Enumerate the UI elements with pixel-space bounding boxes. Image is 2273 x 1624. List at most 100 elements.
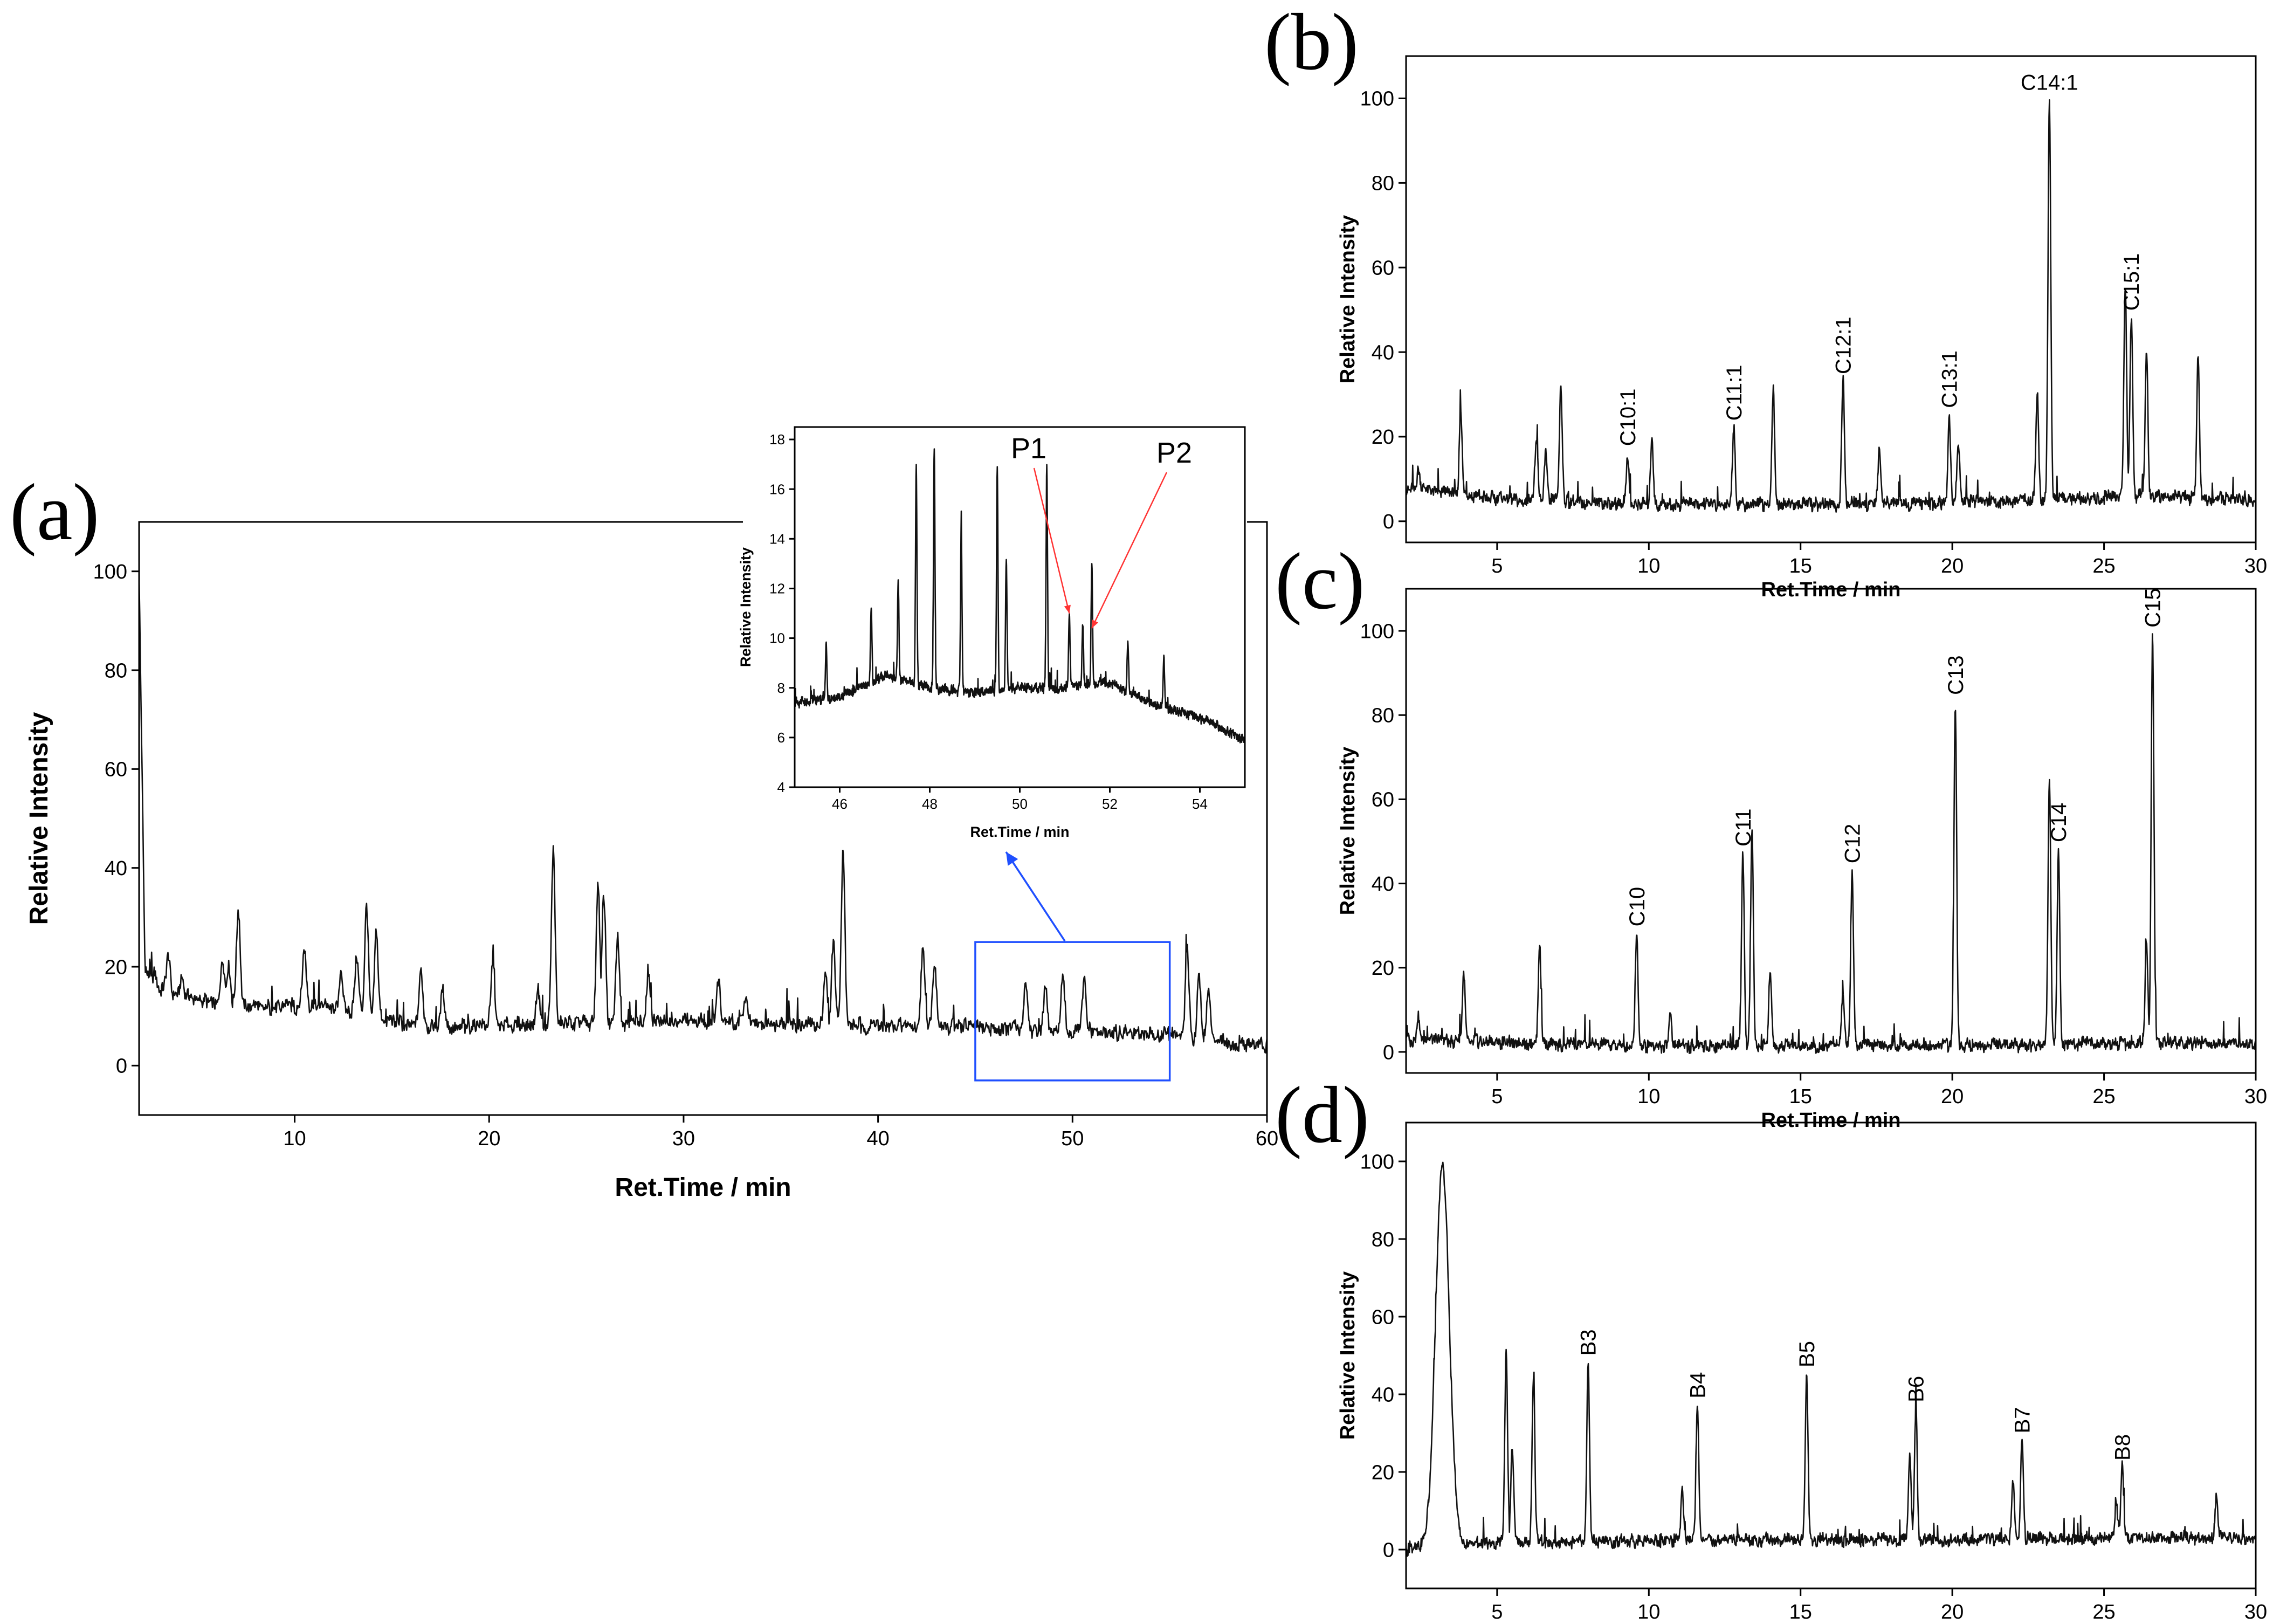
x-tick-label: 60 <box>1256 1127 1278 1150</box>
peak-label: C14 <box>2047 803 2071 842</box>
x-tick-label: 10 <box>1637 555 1660 577</box>
x-tick-label: 30 <box>672 1127 695 1150</box>
y-tick-label: 100 <box>1360 620 1394 643</box>
inset-background <box>743 425 1247 850</box>
x-tick-label: 46 <box>832 796 848 812</box>
y-tick-label: 20 <box>105 956 127 979</box>
y-tick-label: 80 <box>105 659 127 682</box>
plot-frame-b <box>1405 55 2257 543</box>
annotation-arrow <box>1033 467 1070 614</box>
y-tick-label: 20 <box>1372 1461 1394 1484</box>
annotation-arrowhead <box>1092 620 1099 629</box>
y-tick-label: 60 <box>105 759 127 781</box>
y-tick-label: 100 <box>93 561 127 583</box>
panel-label: (b) <box>1264 0 1359 87</box>
x-tick-label: 30 <box>2244 1085 2267 1108</box>
y-tick-label: 100 <box>1360 88 1394 111</box>
y-axis-label: Relative Intensity <box>738 547 754 667</box>
panel-b: 5 10 15 20 25 30 0 20 40 60 80 100 Ret.Time / min Rel… <box>1264 0 2267 601</box>
peak-label: B4 <box>1686 1372 1710 1399</box>
x-tick-label: 30 <box>2244 555 2267 577</box>
y-tick-label: 80 <box>1372 173 1394 195</box>
peak-label: B3 <box>1577 1329 1601 1355</box>
x-tick-label: 20 <box>1941 1601 1964 1623</box>
panel-label: (a) <box>10 467 99 557</box>
y-tick-label: 4 <box>777 779 785 795</box>
plot-frame-c <box>1405 588 2257 1074</box>
annotation-label: P1 <box>1011 432 1046 465</box>
y-tick-label: 20 <box>1372 957 1394 980</box>
x-tick-label: 15 <box>1789 1085 1812 1108</box>
panel-label: (d) <box>1275 1070 1369 1160</box>
y-tick-label: 0 <box>1383 511 1394 533</box>
panel-label: (c) <box>1275 536 1365 626</box>
chromatogram-trace-a <box>138 577 1268 1054</box>
y-tick-label: 10 <box>769 630 785 646</box>
y-tick-label: 60 <box>1372 257 1394 279</box>
peak-label: C10:1 <box>1616 389 1640 446</box>
zoom-connector-arrow <box>1005 851 1066 942</box>
x-axis-label: Ret.Time / min <box>1761 579 1900 601</box>
x-tick-label: 5 <box>1491 555 1503 577</box>
x-tick-label: 25 <box>2092 1085 2115 1108</box>
peak-label: C15:1 <box>2120 253 2144 311</box>
y-tick-label: 80 <box>1372 705 1394 727</box>
y-tick-label: 16 <box>769 481 785 497</box>
y-tick-label: 40 <box>1372 873 1394 896</box>
panel-c: 5 10 15 20 25 30 0 20 40 60 80 100 Ret.Time / min Rel… <box>1275 536 2267 1132</box>
peak-label: C13:1 <box>1938 350 1962 408</box>
peak-label: C12 <box>1841 824 1864 863</box>
y-tick-label: 60 <box>1372 789 1394 811</box>
y-tick-label: 60 <box>1372 1306 1394 1329</box>
y-tick-label: 8 <box>777 680 785 696</box>
y-tick-label: 40 <box>1372 341 1394 364</box>
x-tick-label: 20 <box>1941 555 1964 577</box>
peak-label: C11 <box>1732 809 1755 847</box>
y-tick-label: 40 <box>1372 1384 1394 1406</box>
peak-label: C14:1 <box>2021 71 2078 94</box>
x-tick-label: 5 <box>1491 1601 1503 1623</box>
peak-label: B7 <box>2011 1407 2035 1433</box>
peak-label: C11:1 <box>1723 364 1746 421</box>
y-axis-label: Relative Intensity <box>1337 215 1359 384</box>
x-tick-label: 15 <box>1789 555 1812 577</box>
x-tick-label: 10 <box>1637 1601 1660 1623</box>
peak-label: C13 <box>1944 655 1968 694</box>
zoom-connector-arrowhead <box>1006 852 1018 866</box>
annotation-arrow <box>1091 472 1168 629</box>
x-tick-label: 50 <box>1061 1127 1084 1150</box>
x-tick-label: 10 <box>1637 1085 1660 1108</box>
plot-frame-d <box>1405 1121 2257 1589</box>
panel-a: 10 20 30 40 50 60 0 20 40 60 80 100 Ret.Time / min Re… <box>10 467 1278 1202</box>
y-tick-label: 80 <box>1372 1228 1394 1251</box>
x-tick-label: 5 <box>1491 1085 1503 1108</box>
y-tick-label: 18 <box>769 431 785 448</box>
annotation-label: P2 <box>1156 437 1192 469</box>
y-tick-label: 12 <box>769 581 785 597</box>
peak-label: C15 <box>2141 588 2165 628</box>
x-axis-label: Ret.Time / min <box>1761 1109 1900 1132</box>
y-tick-label: 0 <box>1383 1041 1394 1064</box>
peak-label: C12:1 <box>1832 316 1856 374</box>
peak-label: B5 <box>1795 1341 1819 1367</box>
annotation-arrowhead <box>1064 604 1071 614</box>
x-tick-label: 20 <box>478 1127 500 1150</box>
x-tick-label: 10 <box>283 1127 306 1150</box>
x-tick-label: 20 <box>1941 1085 1964 1108</box>
y-axis-label: Relative Intensity <box>1337 1271 1359 1440</box>
y-tick-label: 40 <box>105 857 127 880</box>
x-axis-label: Ret.Time / min <box>970 824 1069 840</box>
peak-label: C10 <box>1625 887 1649 926</box>
x-tick-label: 30 <box>2244 1601 2267 1623</box>
chromatogram-trace-d <box>1405 1161 2256 1557</box>
peak-label: B8 <box>2111 1434 2134 1461</box>
x-tick-label: 52 <box>1102 796 1118 812</box>
chromatogram-trace-c <box>1405 633 2257 1054</box>
y-axis-label: Relative Intensity <box>25 712 53 925</box>
x-tick-label: 50 <box>1012 796 1028 812</box>
y-tick-label: 14 <box>769 531 785 547</box>
y-axis-label: Relative Intensity <box>1337 747 1359 916</box>
x-tick-label: 25 <box>2092 555 2115 577</box>
chromatogram-trace-a-inset <box>794 448 1246 745</box>
